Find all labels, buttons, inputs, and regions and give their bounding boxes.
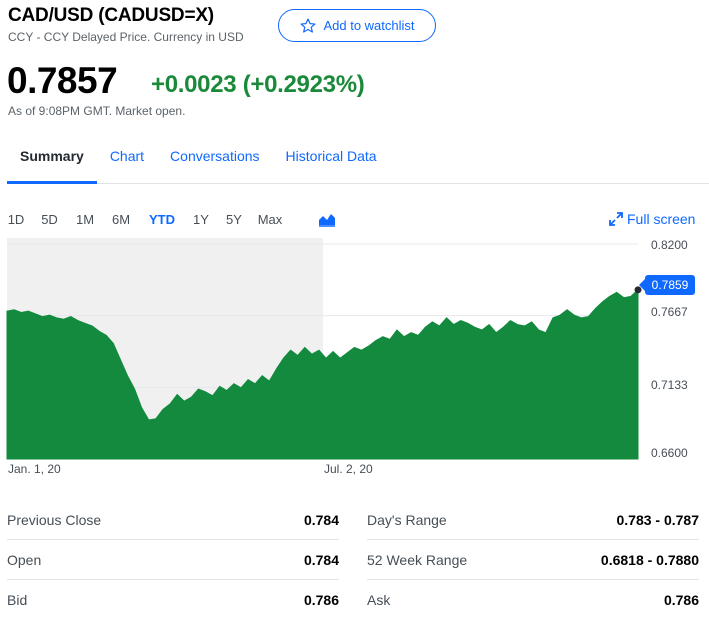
tab-historical-data[interactable]: Historical Data <box>285 148 377 164</box>
watchlist-label: Add to watchlist <box>323 18 415 33</box>
stat-value: 0.784 <box>303 511 339 528</box>
range-max[interactable]: Max <box>257 212 283 227</box>
current-price: 0.7857 <box>7 60 118 101</box>
ticker-title: CAD/USD (CADUSD=X) <box>8 5 214 26</box>
full-screen-button[interactable]: Full screen <box>609 211 695 227</box>
stats-right: Day's Range 0.783 - 0.787 52 Week Range … <box>367 500 699 620</box>
range-6m[interactable]: 6M <box>111 212 131 227</box>
y-tick-label: 0.8200 <box>651 238 688 252</box>
stat-row: Day's Range 0.783 - 0.787 <box>367 500 699 540</box>
range-1y[interactable]: 1Y <box>193 212 209 227</box>
current-price-tag: 0.7859 <box>639 275 695 295</box>
market-status: As of 9:08PM GMT. Market open. <box>8 104 186 118</box>
range-selector: 1D 5D 1M 6M YTD 1Y 5Y Max <box>7 210 284 229</box>
tab-conversations[interactable]: Conversations <box>170 148 260 164</box>
price-change: +0.0023 (+0.2923%) <box>151 71 365 98</box>
stat-row: 52 Week Range 0.6818 - 0.7880 <box>367 540 699 580</box>
tab-summary[interactable]: Summary <box>7 138 97 184</box>
tab-chart[interactable]: Chart <box>109 148 145 164</box>
range-1d[interactable]: 1D <box>7 212 25 227</box>
expand-icon <box>609 212 623 226</box>
stat-value: 0.783 - 0.787 <box>616 511 699 528</box>
price-chart <box>0 238 709 480</box>
y-tick-label: 0.7133 <box>651 378 688 392</box>
stat-label: Day's Range <box>367 511 447 528</box>
x-tick-label: Jul. 2, 20 <box>324 462 373 476</box>
stat-label: Ask <box>367 592 391 608</box>
stat-row: Bid 0.786 <box>7 580 339 620</box>
range-5d[interactable]: 5D <box>41 212 58 227</box>
full-screen-label: Full screen <box>627 211 696 227</box>
stat-value: 0.784 <box>303 551 339 568</box>
ticker-subtitle: CCY - CCY Delayed Price. Currency in USD <box>8 30 244 44</box>
stat-value: 0.6818 - 0.7880 <box>600 551 699 568</box>
stat-label: Bid <box>7 592 28 608</box>
stat-value: 0.786 <box>303 592 339 608</box>
stat-row: Previous Close 0.784 <box>7 500 339 540</box>
y-tick-label: 0.6600 <box>651 446 688 460</box>
price-area <box>6 288 639 460</box>
mountain-chart-icon[interactable] <box>318 211 336 227</box>
range-ytd[interactable]: YTD <box>149 212 175 227</box>
stat-label: Open <box>7 551 42 568</box>
add-to-watchlist-button[interactable]: Add to watchlist <box>278 9 436 42</box>
stat-label: 52 Week Range <box>367 551 468 568</box>
star-icon <box>300 18 316 33</box>
x-tick-label: Jan. 1, 20 <box>8 462 61 476</box>
quote-tabs: Summary Chart Conversations Historical D… <box>7 138 709 184</box>
stat-value: 0.786 <box>663 592 699 608</box>
stat-row: Ask 0.786 <box>367 580 699 620</box>
price-chart-svg <box>6 238 642 460</box>
stat-row: Open 0.784 <box>7 540 339 580</box>
range-1m[interactable]: 1M <box>75 212 95 227</box>
range-5y[interactable]: 5Y <box>226 212 242 227</box>
stat-label: Previous Close <box>7 511 102 528</box>
stats-left: Previous Close 0.784 Open 0.784 Bid 0.78… <box>7 500 339 620</box>
y-tick-label: 0.7667 <box>651 305 688 319</box>
